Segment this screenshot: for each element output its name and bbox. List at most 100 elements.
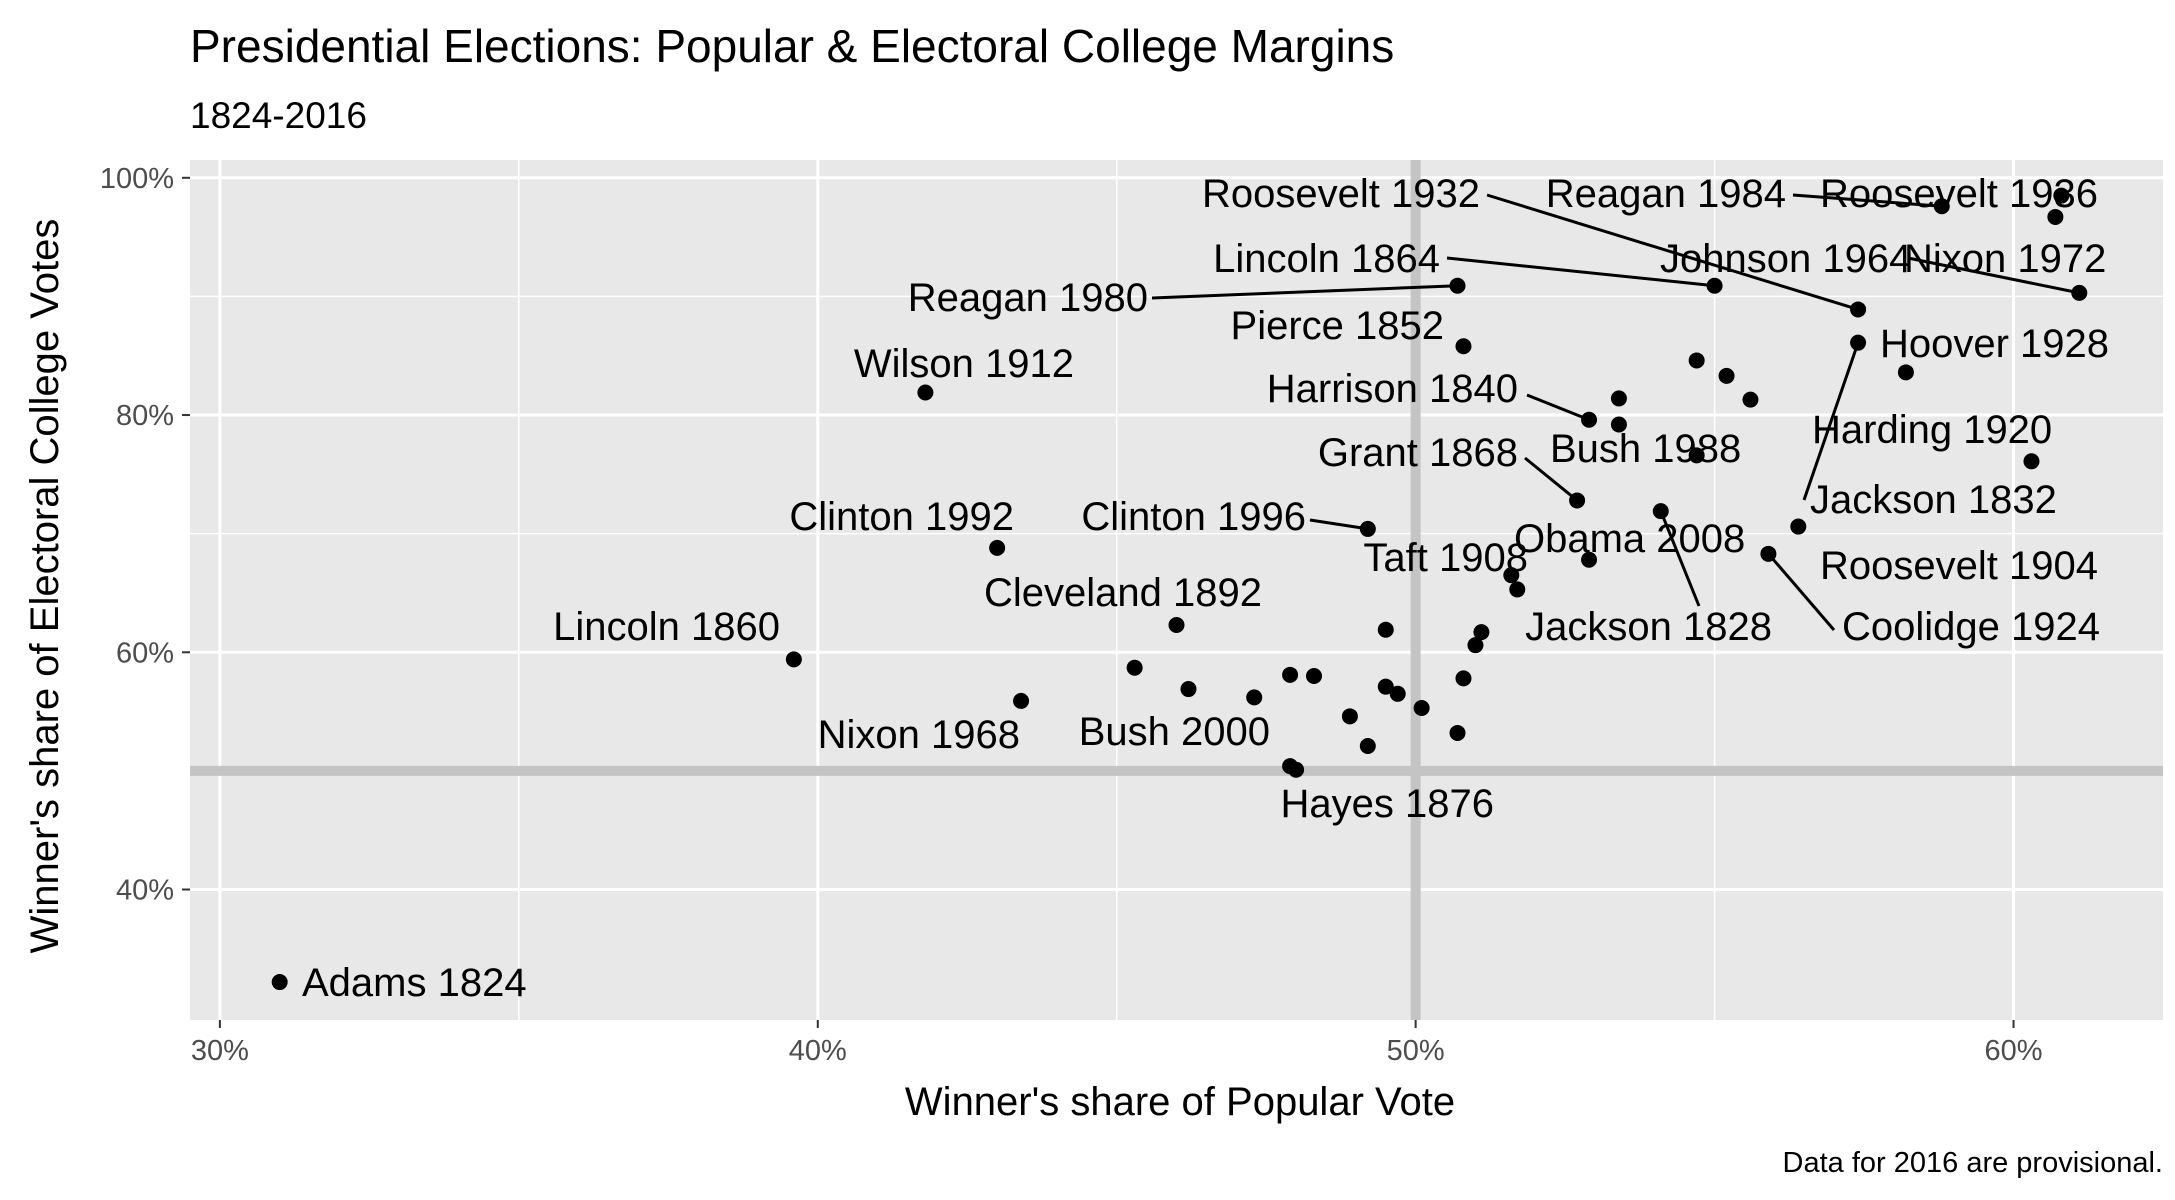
y-tick-label: 80% [116,400,174,432]
point-label: Jackson 1832 [1810,478,2057,522]
y-tick-label: 60% [116,637,174,669]
leader-line [1446,256,1715,288]
y-axis-title: Winner's share of Electoral College Vote… [23,219,67,954]
data-point [989,539,1006,556]
leader-line [1486,193,1859,311]
point-label: Harrison 1840 [1267,367,1518,411]
point-label: Pierce 1852 [1231,304,1444,348]
point-label: Jackson 1828 [1525,605,1772,649]
leader-line [1802,342,1860,501]
leader-line [1526,393,1590,422]
point-label: Johnson 1964 [1660,237,1911,281]
leader-line [1792,193,1942,208]
data-point [1455,338,1472,355]
chart-title: Presidential Elections: Popular & Electo… [190,20,1394,72]
data-point [1449,277,1466,294]
reference-lines [190,160,2163,1020]
point-label: Roosevelt 1936 [1820,172,2098,216]
data-point [1306,668,1323,684]
data-points [271,187,2088,991]
data-point [1359,737,1376,754]
data-point [1377,621,1394,638]
point-label: Cleveland 1892 [984,571,1262,615]
point-label: Taft 1908 [1363,536,1528,580]
point-label: Reagan 1980 [908,276,1148,320]
data-point [1359,520,1376,537]
point-labels: Adams 1824 Lincoln 1860 Wilson 1912 Clinton… [302,172,2109,1005]
x-axis-title: Winner's share of Popular Vote [905,1080,1455,1124]
chart-subtitle: 1824-2016 [190,95,367,136]
leader-line [1907,256,2080,295]
point-label: Hayes 1876 [1281,782,1494,826]
data-point [2071,284,2088,301]
data-point [1688,352,1705,369]
data-point [1569,492,1586,509]
x-tick-label: 50% [1387,1035,1445,1067]
data-point [1282,666,1299,683]
point-label: Adams 1824 [302,961,527,1005]
point-label: Clinton 1992 [789,495,1014,539]
point-label: Harding 1920 [1812,408,2052,452]
data-point [785,651,802,668]
data-point [1413,700,1430,717]
data-point [1897,364,1914,381]
data-point [1503,567,1520,584]
data-point [1389,685,1406,702]
y-tick-label: 100% [100,163,174,195]
data-point [1013,692,1030,709]
point-label: Roosevelt 1932 [1202,172,1480,216]
data-point [1180,681,1197,698]
axis-ticks: 30% 40% 50% 60% 40% 60% 80% 100% [100,163,2043,1067]
data-point [1933,198,1950,215]
y-tick-label: 40% [116,875,174,907]
point-label: Coolidge 1924 [1842,605,2100,649]
data-point [917,384,934,401]
leader-lines [1151,193,2080,631]
data-point [1581,411,1598,428]
data-point [1246,689,1263,706]
data-point [1377,678,1394,695]
leader-line [1151,284,1458,300]
data-point [1706,277,1723,294]
point-label: Bush 2000 [1079,710,1270,754]
leader-line [1767,552,1836,631]
leader-line [1659,510,1701,607]
data-point [1652,503,1669,520]
point-label: Bush 1988 [1550,427,1741,471]
point-label: Nixon 1968 [818,713,1020,757]
point-label: Clinton 1996 [1081,495,1306,539]
point-label: Roosevelt 1904 [1820,544,2098,588]
leader-line [1309,518,1369,531]
data-point [1288,761,1305,778]
point-label: Grant 1868 [1318,431,1518,475]
data-point [1760,545,1777,562]
point-label: Hoover 1928 [1880,322,2109,366]
data-point [1850,301,1867,318]
data-point [2023,453,2040,470]
x-tick-label: 60% [1985,1035,2043,1067]
data-point [1688,447,1705,464]
data-point [1610,390,1627,407]
data-point [1790,518,1807,535]
data-point [1509,581,1526,598]
point-label: Lincoln 1860 [553,605,780,649]
data-point [2053,187,2070,204]
data-point [1718,367,1735,384]
data-point [1581,551,1598,568]
data-point [1341,708,1358,725]
data-point [1449,724,1466,741]
point-label: Lincoln 1864 [1213,237,1440,281]
data-point [1742,391,1759,408]
data-point [1126,659,1143,676]
data-point [1467,637,1484,654]
data-point [1168,616,1185,633]
data-point [2047,208,2064,225]
point-label: Reagan 1984 [1546,172,1786,216]
x-tick-label: 40% [789,1035,847,1067]
data-point [1610,416,1627,433]
data-point [1455,670,1472,687]
point-label: Obama 2008 [1514,517,1745,561]
data-point [1850,334,1867,351]
point-label: Nixon 1972 [1904,237,2106,281]
